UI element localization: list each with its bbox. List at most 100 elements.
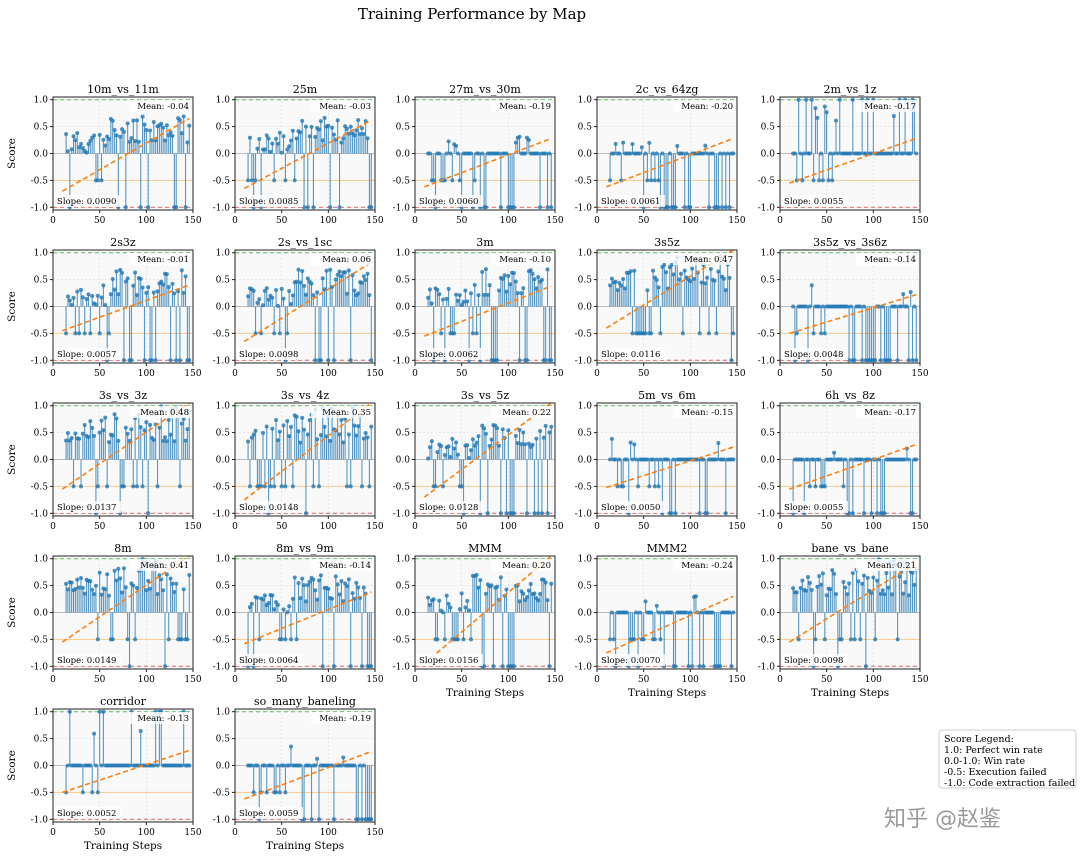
stem-marker [435,450,440,455]
stem-marker [166,417,171,422]
stem-marker [541,435,546,440]
x-tick-label: 0 [777,369,783,379]
y-tick-label: 1.0 [761,249,776,259]
stem-marker [714,457,719,462]
stem-marker [442,453,447,458]
slope-box [599,654,665,666]
stem-marker [262,288,267,293]
y-tick-label: 0.5 [761,429,776,439]
stem-marker [882,592,887,597]
trend-line [789,293,917,335]
stem-marker [731,331,736,336]
stem-marker [318,432,323,437]
slope-label: Slope: 0.0098 [784,656,843,666]
stem-marker [253,178,258,183]
stem-marker [339,140,344,145]
stem-marker [84,150,89,155]
stem-marker [895,637,900,642]
stem-marker [103,587,108,592]
stem-marker [652,178,657,183]
stem-marker [686,664,691,669]
stem-marker [339,274,344,279]
x-tick-label: 0 [232,369,238,379]
stem-marker [318,119,323,124]
stem-marker [281,423,286,428]
stem-marker [705,275,710,280]
stem-marker [348,484,353,489]
stem-marker [142,358,147,363]
stem-marker [313,358,318,363]
mean-label: Mean: -0.13 [137,714,189,724]
stem-marker [285,147,290,152]
stem-marker [73,587,78,592]
stem-marker [467,608,472,613]
subplot-title: 3s_vs_3z [99,389,148,402]
stem-marker [848,457,853,462]
stem-marker [798,585,803,590]
x-tick-label: 150 [728,216,745,226]
stem-marker [688,610,693,615]
stem-marker [536,151,541,156]
mean-box [491,559,553,571]
stem-marker [619,283,624,288]
stem-marker [298,763,303,768]
stem-marker [634,457,639,462]
y-tick-label: -1.0 [758,356,776,366]
stem-marker [279,286,284,291]
stem-marker [300,118,305,123]
stem-marker [813,484,818,489]
subplot-title: 8m_vs_9m [276,542,334,555]
stem-marker [170,133,175,138]
stem-marker [82,591,87,596]
stem-marker [710,610,715,615]
stem-marker [97,331,102,336]
y-tick-label: 0.0 [396,456,411,466]
stem-marker [523,597,528,602]
stem-marker [513,279,518,284]
stem-marker [654,277,659,282]
stem-marker [309,281,314,286]
y-axis-label: Score [6,597,18,628]
stem-marker [363,430,368,435]
stem-marker [249,763,254,768]
stem-marker [608,457,613,462]
stem-marker [345,484,349,489]
stem-marker [369,424,374,429]
stem-marker [358,763,363,768]
stem-marker [441,610,445,615]
trend-line [606,595,734,654]
stem-marker [608,283,613,288]
stem-marker [504,587,509,592]
stem-marker [897,574,902,579]
stem-marker [155,763,160,768]
stem-marker [901,292,906,297]
stem-marker [895,358,900,363]
subplot-title: 5m_vs_6m [638,389,696,402]
stem-marker [543,358,548,363]
y-tick-label: 1.0 [34,96,49,106]
stem-marker [274,288,279,293]
stem-marker [454,440,459,445]
stem-marker [645,178,650,183]
x-tick-label: 150 [366,675,383,685]
stem-marker [487,443,492,448]
subplot-title: 6h_vs_8z [825,389,875,402]
stem-marker [880,588,885,593]
stem-marker [333,574,338,579]
stem-marker [161,282,166,287]
slope-label: Slope: 0.0128 [419,503,478,513]
stem-marker [73,331,78,336]
stem-marker [710,151,715,156]
stem-marker [93,763,98,768]
x-tick-label: 50 [638,675,650,685]
y-tick-label: -1.0 [393,509,411,519]
stem-marker [341,599,346,604]
y-tick-label: 0.0 [34,609,49,619]
x-tick-label: 100 [138,828,155,838]
stem-marker [179,268,184,273]
stem-marker [517,427,522,432]
